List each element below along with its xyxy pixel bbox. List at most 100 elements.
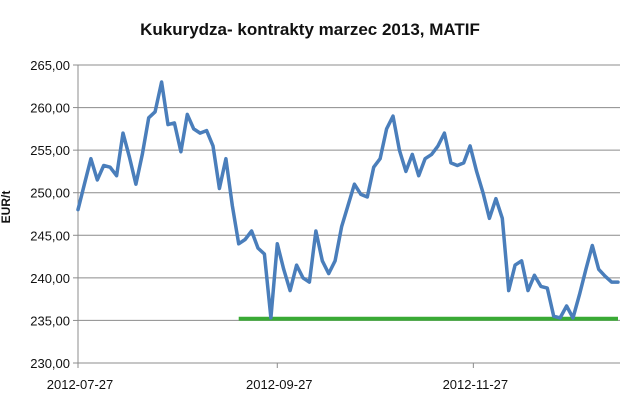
data-point [333,259,337,263]
data-point [141,153,144,156]
data-point [603,274,607,278]
data-point [314,229,318,233]
data-point [327,272,330,275]
data-point [584,268,588,271]
data-point [443,131,446,135]
data-point [237,242,240,245]
data-point [121,131,125,135]
data-point [173,121,176,125]
data-point [359,193,363,196]
data-point [539,285,543,288]
data-point [404,170,408,173]
data-point [507,289,510,292]
data-point [89,157,93,160]
data-point [276,242,279,245]
data-point [340,225,343,228]
data-point [250,229,253,233]
data-point [96,178,99,182]
data-point [205,129,208,132]
data-point [520,259,523,263]
y-tick-label: 235,00 [30,313,70,328]
data-point [558,316,562,320]
data-point [224,157,228,160]
data-point [282,268,285,271]
data-point [179,150,183,154]
data-point [147,116,150,119]
data-point [256,246,260,250]
data-point [533,274,536,277]
data-point [211,144,215,148]
data-point [475,170,478,173]
data-point [102,164,105,167]
series-line [76,80,620,320]
x-tick-label: 2012-09-27 [246,377,313,392]
data-point [423,157,427,160]
data-point [288,289,292,292]
data-point [385,127,388,131]
data-point [115,174,118,177]
data-point [372,165,375,169]
data-point [76,208,80,211]
data-point [449,161,453,165]
data-point [134,183,138,186]
data-point [494,197,498,200]
data-point [108,165,112,169]
data-point [436,144,440,148]
data-point [166,123,170,126]
data-point [378,157,382,160]
data-point [411,153,414,156]
y-tick-label: 250,00 [30,186,70,201]
data-point [321,259,324,263]
data-point [160,80,163,84]
chart-title: Kukurydza- kontrakty marzec 2013, MATIF [140,20,480,39]
y-tick-label: 230,00 [30,356,70,371]
data-point [192,127,195,131]
data-point [398,148,401,152]
data-point [301,276,305,280]
data-point [430,153,433,156]
data-point [456,164,459,167]
data-point [578,293,581,297]
data-point [263,252,266,256]
data-point [565,304,568,308]
data-point [591,244,594,247]
data-point [231,204,234,207]
y-tick-label: 245,00 [30,228,70,243]
data-point [243,238,247,241]
data-point [468,144,472,148]
data-point [308,280,311,284]
data-point [128,155,131,159]
data-point [526,289,530,292]
data-point [391,114,395,118]
data-point [597,268,600,271]
data-point [616,280,620,284]
data-point [186,113,189,116]
data-point [353,183,356,186]
x-tick-label: 2012-07-27 [47,377,114,392]
y-tick-label: 265,00 [30,58,70,73]
data-point [571,316,575,320]
data-point [153,110,157,114]
data-point [610,280,613,284]
data-point [552,314,555,318]
data-point [546,286,549,290]
data-point [417,174,420,177]
data-point [501,217,504,220]
data-point [488,217,491,220]
data-point [83,183,86,186]
data-point [366,195,369,199]
data-point [462,161,465,165]
x-tick-label: 2012-11-27 [443,377,509,392]
data-point [513,263,517,267]
y-tick-label: 255,00 [30,143,70,158]
data-point [269,316,273,320]
y-tick-label: 260,00 [30,101,70,116]
data-point [218,187,221,190]
data-point [346,204,350,207]
data-point [295,263,298,267]
data-point [481,191,485,194]
data-point [198,131,202,135]
y-tick-label: 240,00 [30,271,70,286]
